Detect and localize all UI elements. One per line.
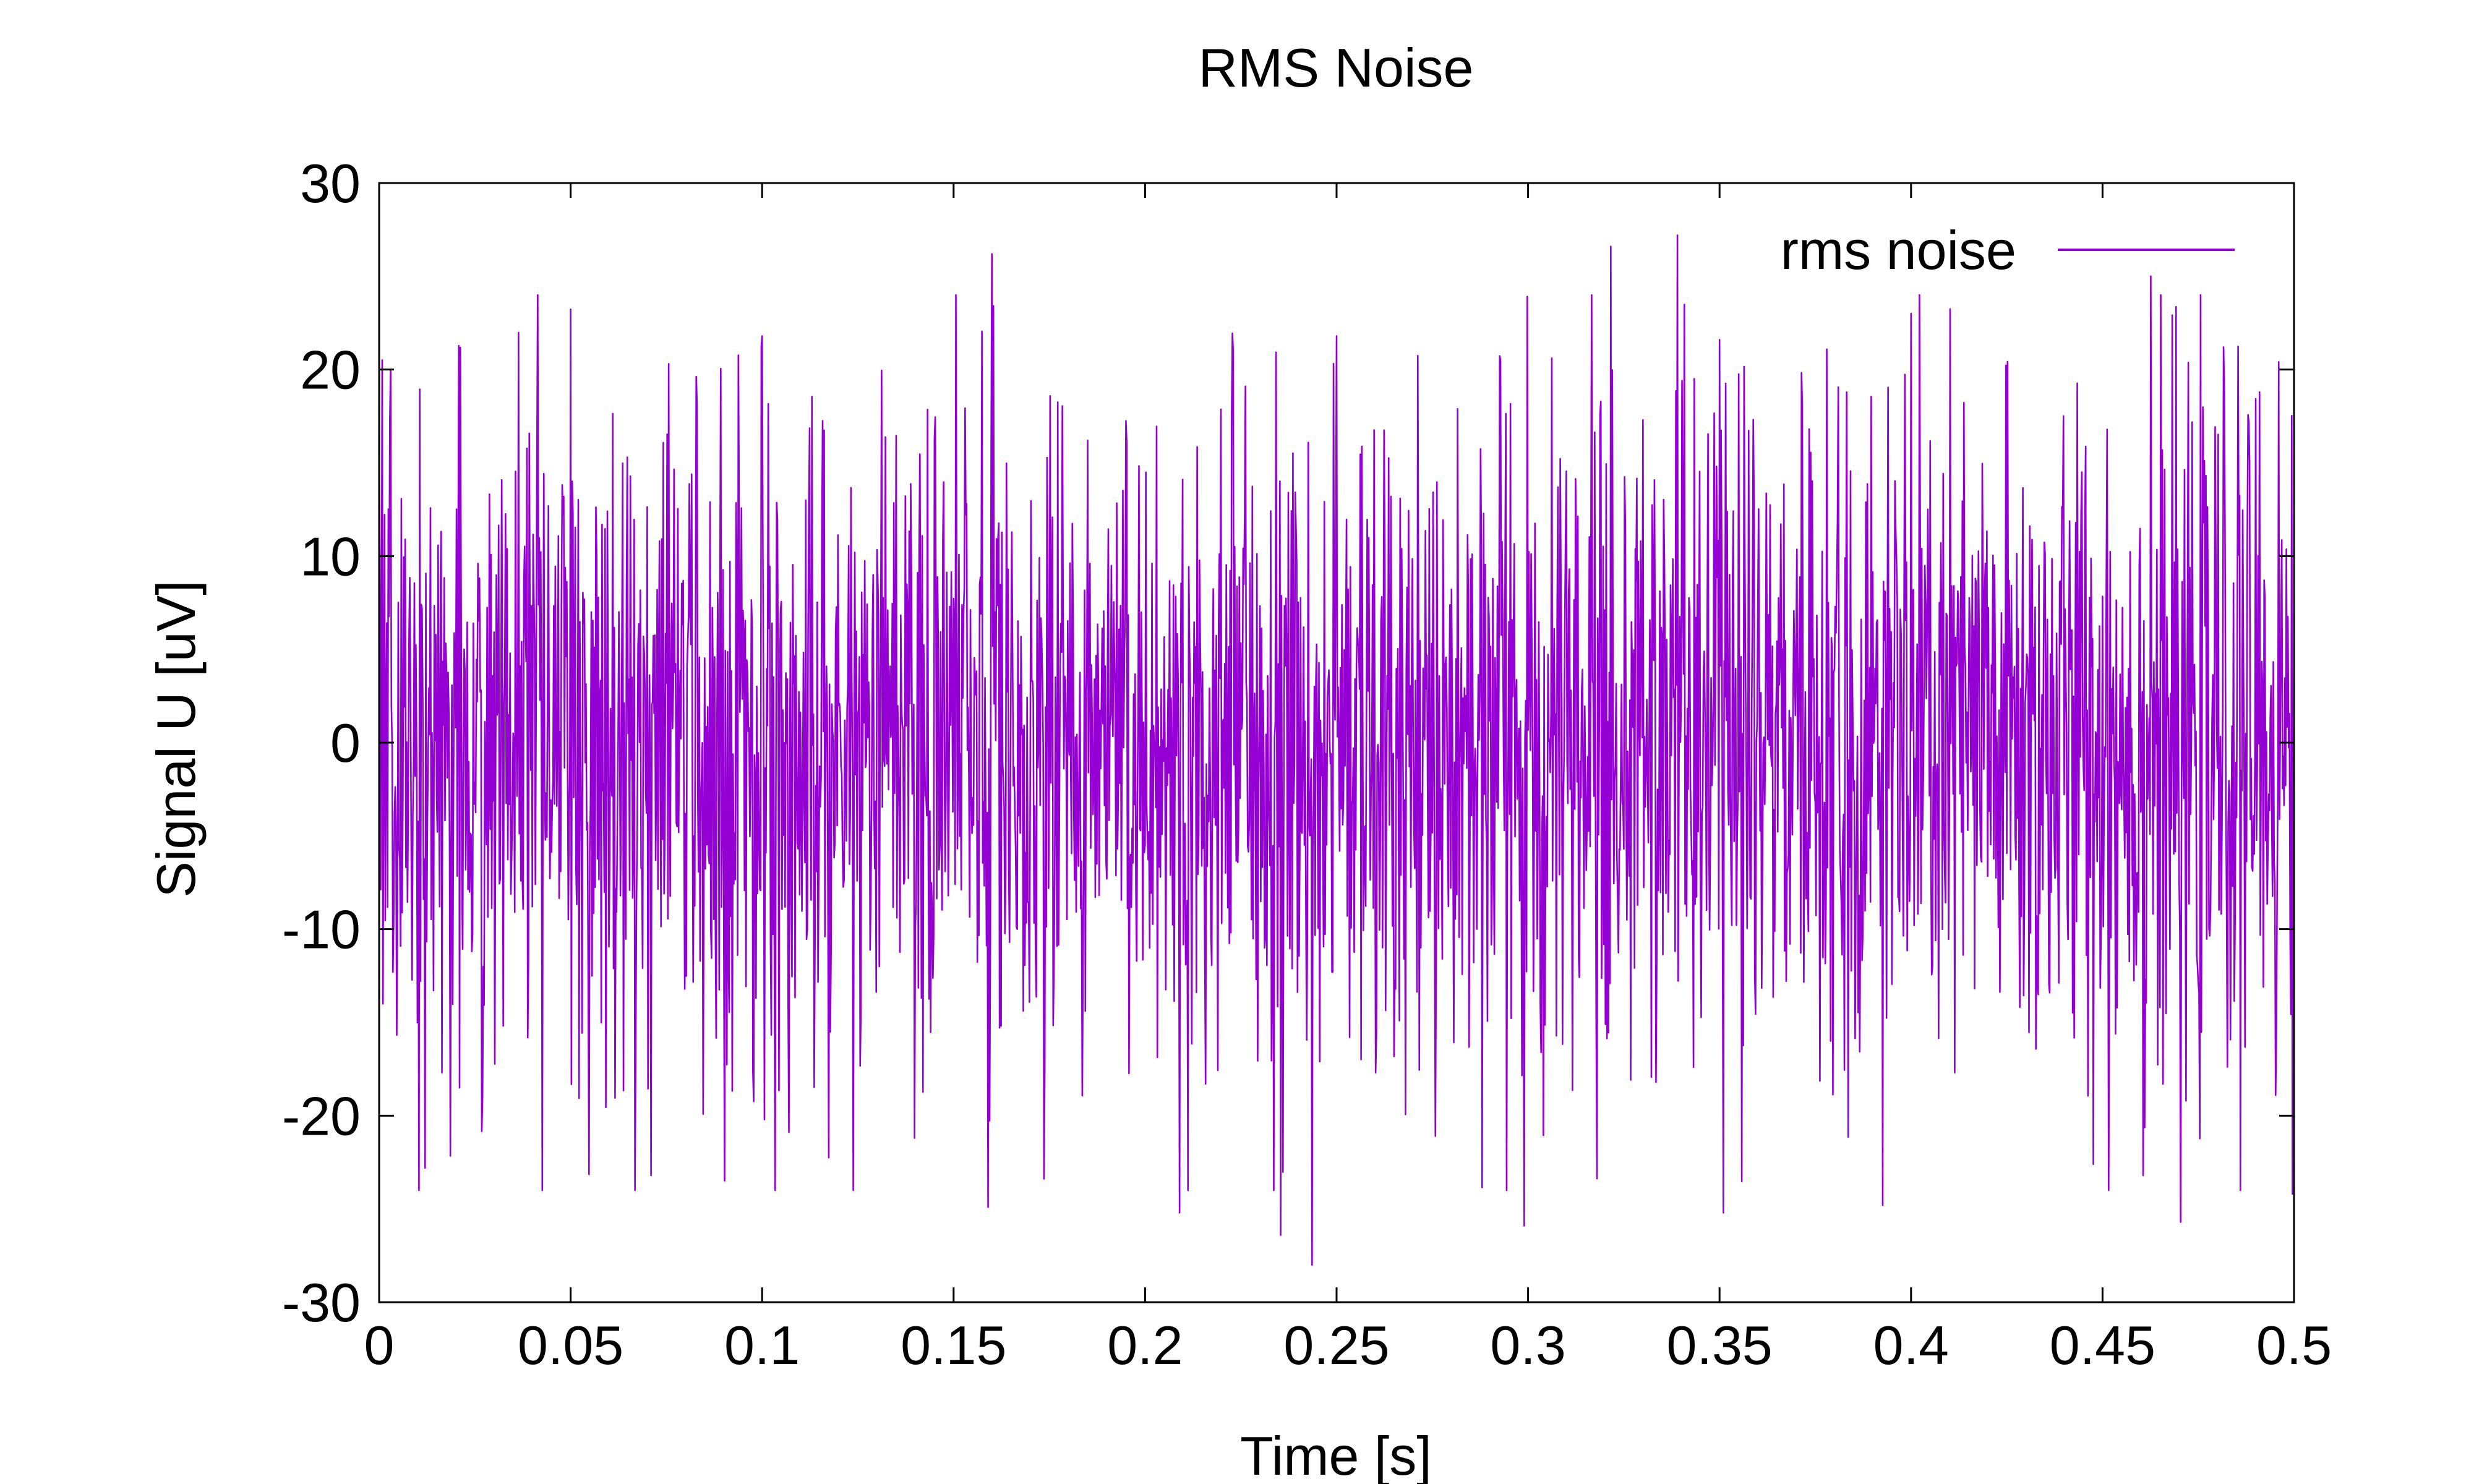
- x-axis-label: Time [s]: [1240, 1425, 1432, 1484]
- x-tick-label: 0.15: [901, 1315, 1006, 1376]
- x-tick-label: 0.1: [724, 1315, 800, 1376]
- y-tick-label: -20: [282, 1085, 361, 1146]
- y-tick-label: 30: [300, 153, 361, 214]
- x-tick-label: 0.5: [2256, 1315, 2332, 1376]
- x-tick-label: 0.25: [1283, 1315, 1389, 1376]
- y-tick-label: 20: [300, 339, 361, 401]
- plot-frame: [378, 182, 2295, 1303]
- x-tick-label: 0.3: [1490, 1315, 1565, 1376]
- x-tick-label: 0.45: [2050, 1315, 2155, 1376]
- x-tick-label: 0.2: [1107, 1315, 1183, 1376]
- y-axis-label: Signal U [uV]: [145, 580, 207, 898]
- y-tick-label: -30: [282, 1272, 361, 1333]
- x-tick-label: 0: [364, 1315, 395, 1376]
- x-tick-label: 0.05: [518, 1315, 623, 1376]
- chart-title: RMS Noise: [1199, 37, 1474, 98]
- y-tick-label: 0: [330, 712, 361, 774]
- y-tick-label: -10: [282, 899, 361, 960]
- legend-label: rms noise: [1781, 220, 2016, 281]
- tick-labels-layer: 0 0.05 0.1 0.15 0.2 0.25 0.3 0.35 0.4 0.45 0.5 30 20…: [282, 153, 2332, 1376]
- series-line-rms-noise: [378, 234, 2295, 1266]
- x-tick-label: 0.35: [1667, 1315, 1773, 1376]
- x-tick-label: 0.4: [1873, 1315, 1949, 1376]
- y-tick-label: 10: [300, 526, 361, 587]
- series-layer: [378, 234, 2295, 1266]
- legend: rms noise: [1781, 220, 2235, 281]
